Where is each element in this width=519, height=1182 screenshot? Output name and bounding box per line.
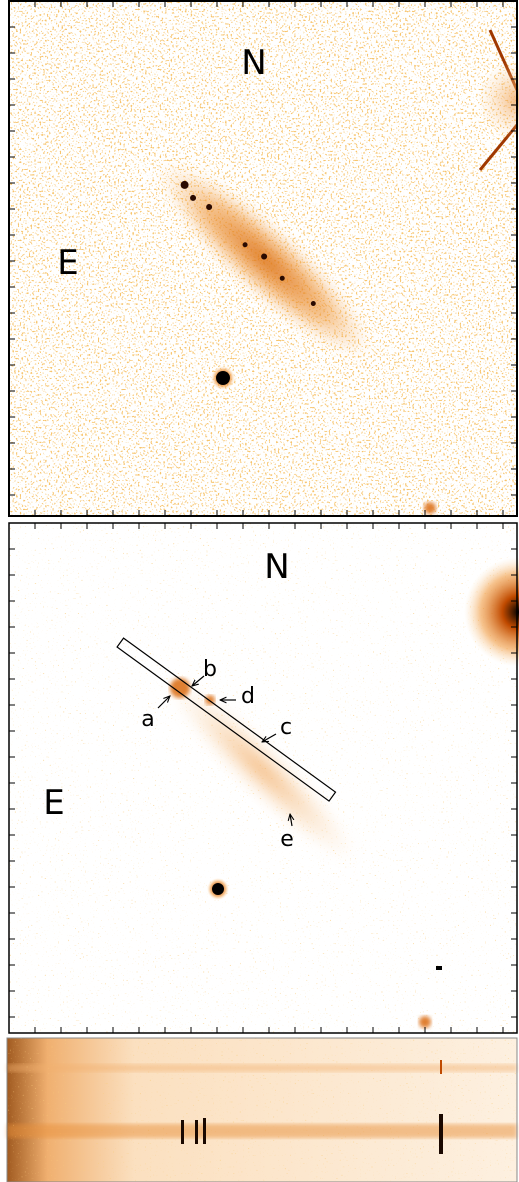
figure: N E N E a b c d e	[0, 0, 519, 1182]
marker-label: c	[280, 715, 292, 740]
north-label: N	[264, 547, 289, 587]
star	[419, 1016, 431, 1028]
marker-label: a	[141, 707, 154, 732]
panel-1: N E	[9, 1, 519, 516]
north-label: N	[241, 43, 266, 83]
star	[424, 502, 436, 514]
spectrum-noise	[7, 1038, 517, 1182]
marker-label: e	[280, 827, 294, 852]
marker-label: d	[241, 684, 255, 709]
page: N E N E a b c d e (() => { const data = …	[0, 0, 519, 1182]
marker-label: b	[203, 657, 217, 682]
pixel	[436, 966, 442, 970]
panel-2: N E a b c d e	[9, 523, 519, 1033]
east-label: E	[43, 783, 64, 823]
east-label: E	[57, 243, 78, 283]
spectrum-panel	[7, 1038, 517, 1182]
star-core	[216, 371, 230, 385]
star-core	[212, 883, 224, 895]
